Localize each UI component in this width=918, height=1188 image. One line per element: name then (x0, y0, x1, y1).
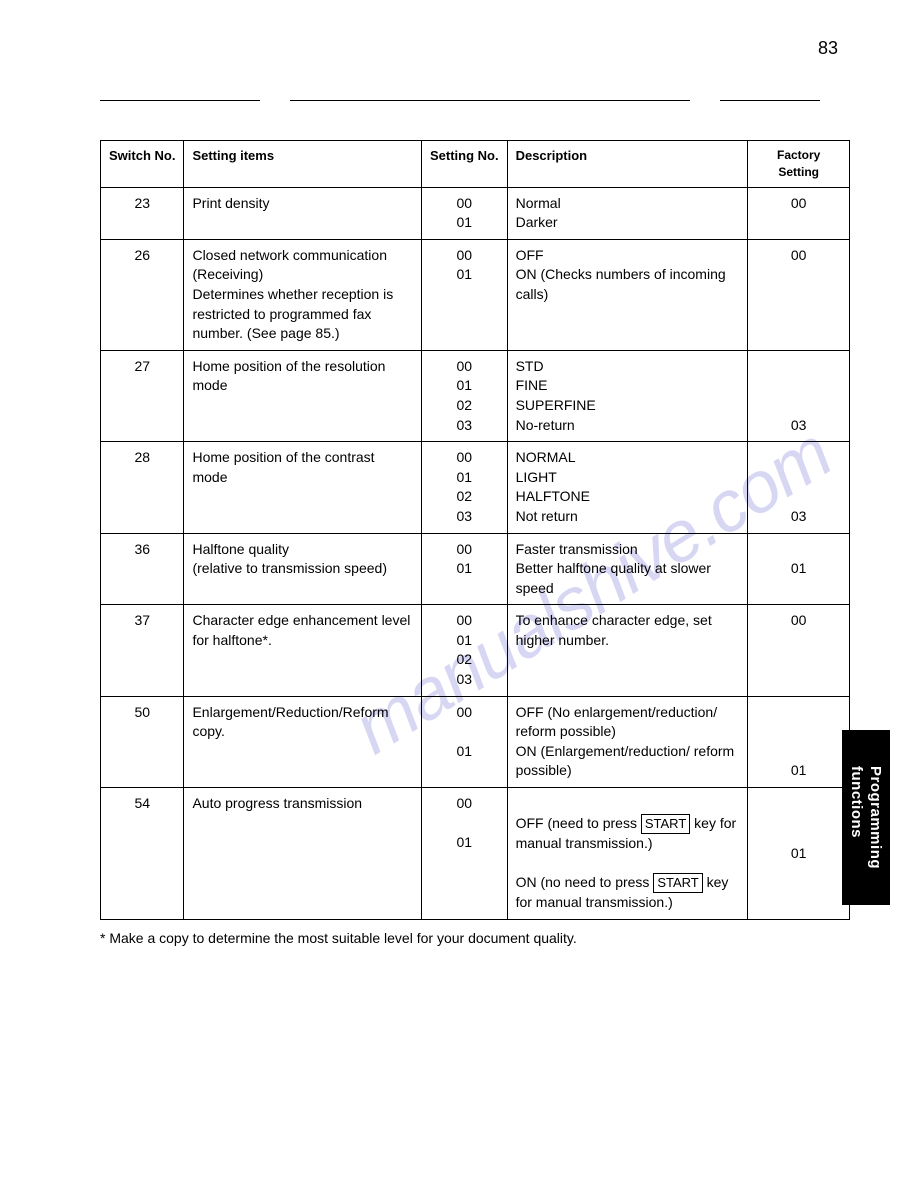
cell-setting-no: 00 01 (421, 533, 507, 605)
desc-text: OFF (need to press (516, 815, 641, 831)
table-row: 26 Closed network communication (Receivi… (101, 239, 850, 350)
cell-factory: 01 (748, 696, 850, 787)
cell-switch: 26 (101, 239, 184, 350)
cell-setting-no: 00 01 (421, 187, 507, 239)
cell-description: To enhance character edge, set higher nu… (507, 605, 748, 696)
cell-items: Home position of the resolution mode (184, 350, 422, 441)
top-rules (100, 100, 858, 101)
table-row: 23 Print density 00 01 Normal Darker 00 (101, 187, 850, 239)
cell-description: STD FINE SUPERFINE No-return (507, 350, 748, 441)
main-content: Switch No. Setting items Setting No. Des… (100, 140, 850, 946)
cell-factory: 00 (748, 187, 850, 239)
cell-items: Halftone quality (relative to transmissi… (184, 533, 422, 605)
cell-items: Home position of the contrast mode (184, 442, 422, 533)
cell-setting-no: 00 01 02 03 (421, 350, 507, 441)
cell-switch: 23 (101, 187, 184, 239)
cell-switch: 50 (101, 696, 184, 787)
cell-description: NORMAL LIGHT HALFTONE Not return (507, 442, 748, 533)
table-row: 28 Home position of the contrast mode 00… (101, 442, 850, 533)
cell-description: OFF ON (Checks numbers of incoming calls… (507, 239, 748, 350)
cell-items: Character edge enhancement level for hal… (184, 605, 422, 696)
header-description: Description (507, 141, 748, 188)
cell-factory: 03 (748, 442, 850, 533)
table-row: 54 Auto progress transmission 00 01 OFF … (101, 788, 850, 920)
desc-text: ON (no need to press (516, 874, 654, 890)
cell-factory: 01 (748, 533, 850, 605)
cell-switch: 27 (101, 350, 184, 441)
cell-items: Auto progress transmission (184, 788, 422, 920)
cell-setting-no: 00 01 02 03 (421, 605, 507, 696)
start-key-box: START (641, 814, 690, 834)
table-row: 27 Home position of the resolution mode … (101, 350, 850, 441)
table-row: 37 Character edge enhancement level for … (101, 605, 850, 696)
cell-items: Enlargement/Reduction/Reform copy. (184, 696, 422, 787)
cell-setting-no: 00 01 02 03 (421, 442, 507, 533)
table-header-row: Switch No. Setting items Setting No. Des… (101, 141, 850, 188)
section-tab: functions Programming (842, 730, 890, 905)
table-row: 36 Halftone quality (relative to transmi… (101, 533, 850, 605)
cell-setting-no: 00 01 (421, 239, 507, 350)
cell-factory: 00 (748, 605, 850, 696)
table-row: 50 Enlargement/Reduction/Reform copy. 00… (101, 696, 850, 787)
cell-description: Normal Darker (507, 187, 748, 239)
header-switch-no: Switch No. (101, 141, 184, 188)
cell-description: Faster transmission Better halftone qual… (507, 533, 748, 605)
footnote: * Make a copy to determine the most suit… (100, 930, 850, 946)
cell-items: Print density (184, 187, 422, 239)
header-setting-no: Setting No. (421, 141, 507, 188)
cell-factory: 03 (748, 350, 850, 441)
cell-setting-no: 00 01 (421, 788, 507, 920)
cell-setting-no: 00 01 (421, 696, 507, 787)
cell-description: OFF (need to press START key for manual … (507, 788, 748, 920)
cell-switch: 54 (101, 788, 184, 920)
header-setting-items: Setting items (184, 141, 422, 188)
cell-description: OFF (No enlargement/reduction/ reform po… (507, 696, 748, 787)
settings-table: Switch No. Setting items Setting No. Des… (100, 140, 850, 920)
cell-items: Closed network communication (Receiving)… (184, 239, 422, 350)
cell-switch: 37 (101, 605, 184, 696)
cell-factory: 01 (748, 788, 850, 920)
page-number: 83 (818, 38, 838, 59)
cell-switch: 36 (101, 533, 184, 605)
cell-switch: 28 (101, 442, 184, 533)
header-factory-setting: Factory Setting (748, 141, 850, 188)
section-tab-line2: functions (848, 766, 865, 869)
cell-factory: 00 (748, 239, 850, 350)
section-tab-line1: Programming (867, 766, 884, 869)
start-key-box: START (653, 873, 702, 893)
